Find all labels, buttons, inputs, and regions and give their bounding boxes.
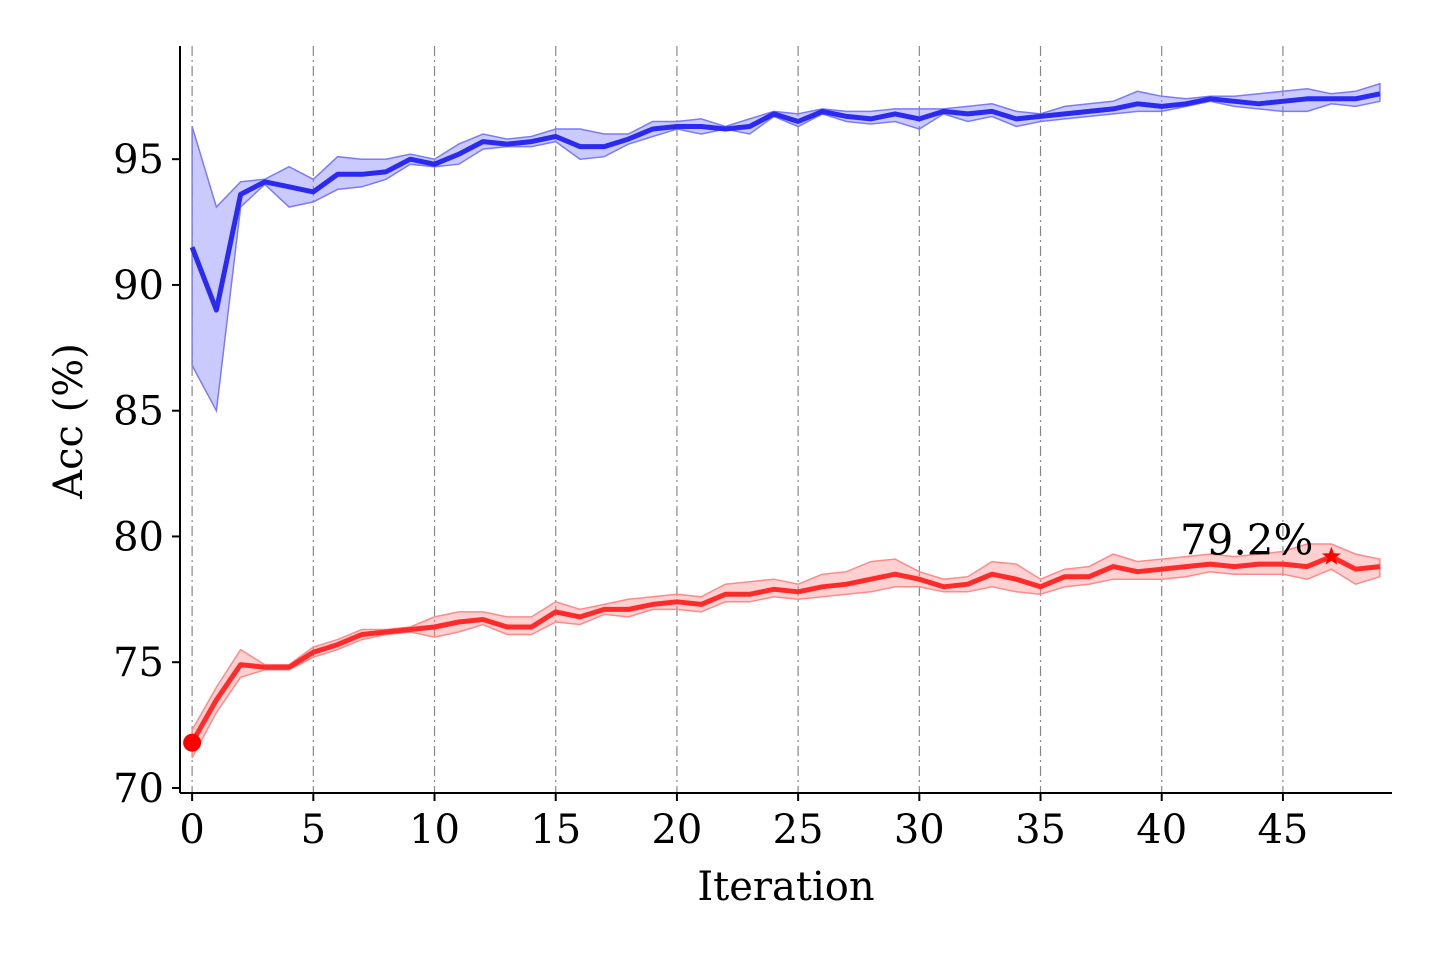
markers [183, 546, 1341, 752]
tick-labels: 0 5 10 15 20 25 30 35 40 45 70 75 80 85 90 95 [113, 137, 1308, 853]
x-tick-label: 45 [1257, 807, 1308, 853]
y-tick-label: 75 [113, 640, 164, 686]
y-tick-label: 90 [113, 263, 164, 309]
x-tick-label: 0 [179, 807, 204, 853]
series-0-band [191, 82, 1381, 414]
x-tick-label: 20 [651, 807, 702, 853]
series-1-line [189, 554, 1381, 744]
y-tick-label: 85 [113, 389, 164, 435]
x-tick-label: 10 [409, 807, 460, 853]
best-accuracy-annotation: 79.2% [1180, 516, 1313, 565]
confidence-bands [191, 82, 1381, 759]
series-lines [189, 91, 1381, 744]
x-tick-label: 15 [530, 807, 581, 853]
start-point-marker [183, 733, 202, 752]
series-1-band [191, 543, 1381, 759]
best-point-star [1321, 546, 1341, 565]
x-tick-label: 25 [773, 807, 824, 853]
x-tick-label: 30 [894, 807, 945, 853]
axes [179, 46, 1392, 794]
y-tick-label: 80 [113, 514, 164, 560]
x-tick-label: 40 [1136, 807, 1187, 853]
y-axis-title: Acc (%) [46, 343, 92, 500]
x-tick-label: 35 [1015, 807, 1066, 853]
y-tick-label: 95 [113, 137, 164, 183]
grid-lines [191, 46, 1284, 793]
y-tick-label: 70 [113, 766, 164, 812]
series-0-line [189, 91, 1381, 313]
x-axis-title: Iteration [697, 864, 874, 910]
x-tick-label: 5 [301, 807, 326, 853]
